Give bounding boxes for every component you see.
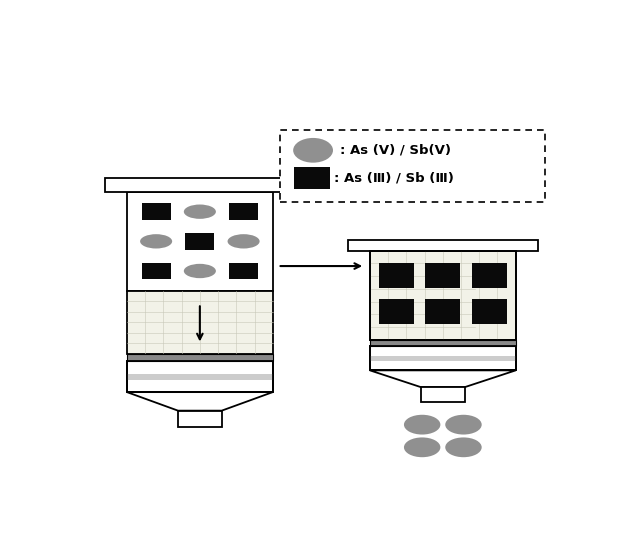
Bar — [127, 361, 273, 392]
Bar — [142, 263, 171, 279]
Bar — [293, 166, 330, 189]
Bar — [370, 356, 515, 361]
Bar — [425, 263, 460, 288]
Ellipse shape — [404, 415, 440, 434]
Ellipse shape — [140, 234, 172, 248]
Ellipse shape — [404, 438, 440, 457]
Bar — [472, 263, 507, 288]
Ellipse shape — [184, 264, 216, 278]
Bar — [127, 192, 273, 291]
Bar — [127, 361, 273, 392]
Bar — [425, 299, 460, 324]
Bar — [105, 178, 295, 192]
Bar — [178, 411, 222, 427]
Text: : As (Ⅲ) / Sb (Ⅲ): : As (Ⅲ) / Sb (Ⅲ) — [334, 171, 454, 185]
Ellipse shape — [445, 438, 482, 457]
Bar — [379, 299, 414, 324]
Bar — [370, 251, 515, 340]
Bar — [229, 203, 258, 220]
Ellipse shape — [293, 138, 333, 163]
Bar — [186, 233, 214, 250]
Bar — [280, 130, 545, 202]
Bar — [472, 299, 507, 324]
Bar — [229, 263, 258, 279]
Bar — [421, 387, 465, 402]
Bar — [127, 373, 273, 380]
Bar — [348, 240, 537, 251]
Bar — [370, 340, 515, 346]
Bar — [127, 354, 273, 361]
Bar — [379, 263, 414, 288]
Bar — [370, 346, 515, 370]
Ellipse shape — [184, 204, 216, 219]
Polygon shape — [127, 392, 273, 411]
Text: : As (V) / Sb(V): : As (V) / Sb(V) — [340, 144, 451, 157]
Bar — [370, 346, 515, 370]
Bar — [370, 251, 515, 340]
Ellipse shape — [228, 234, 260, 248]
Bar — [127, 291, 273, 354]
Bar — [142, 203, 171, 220]
Ellipse shape — [445, 415, 482, 434]
Polygon shape — [370, 370, 515, 387]
